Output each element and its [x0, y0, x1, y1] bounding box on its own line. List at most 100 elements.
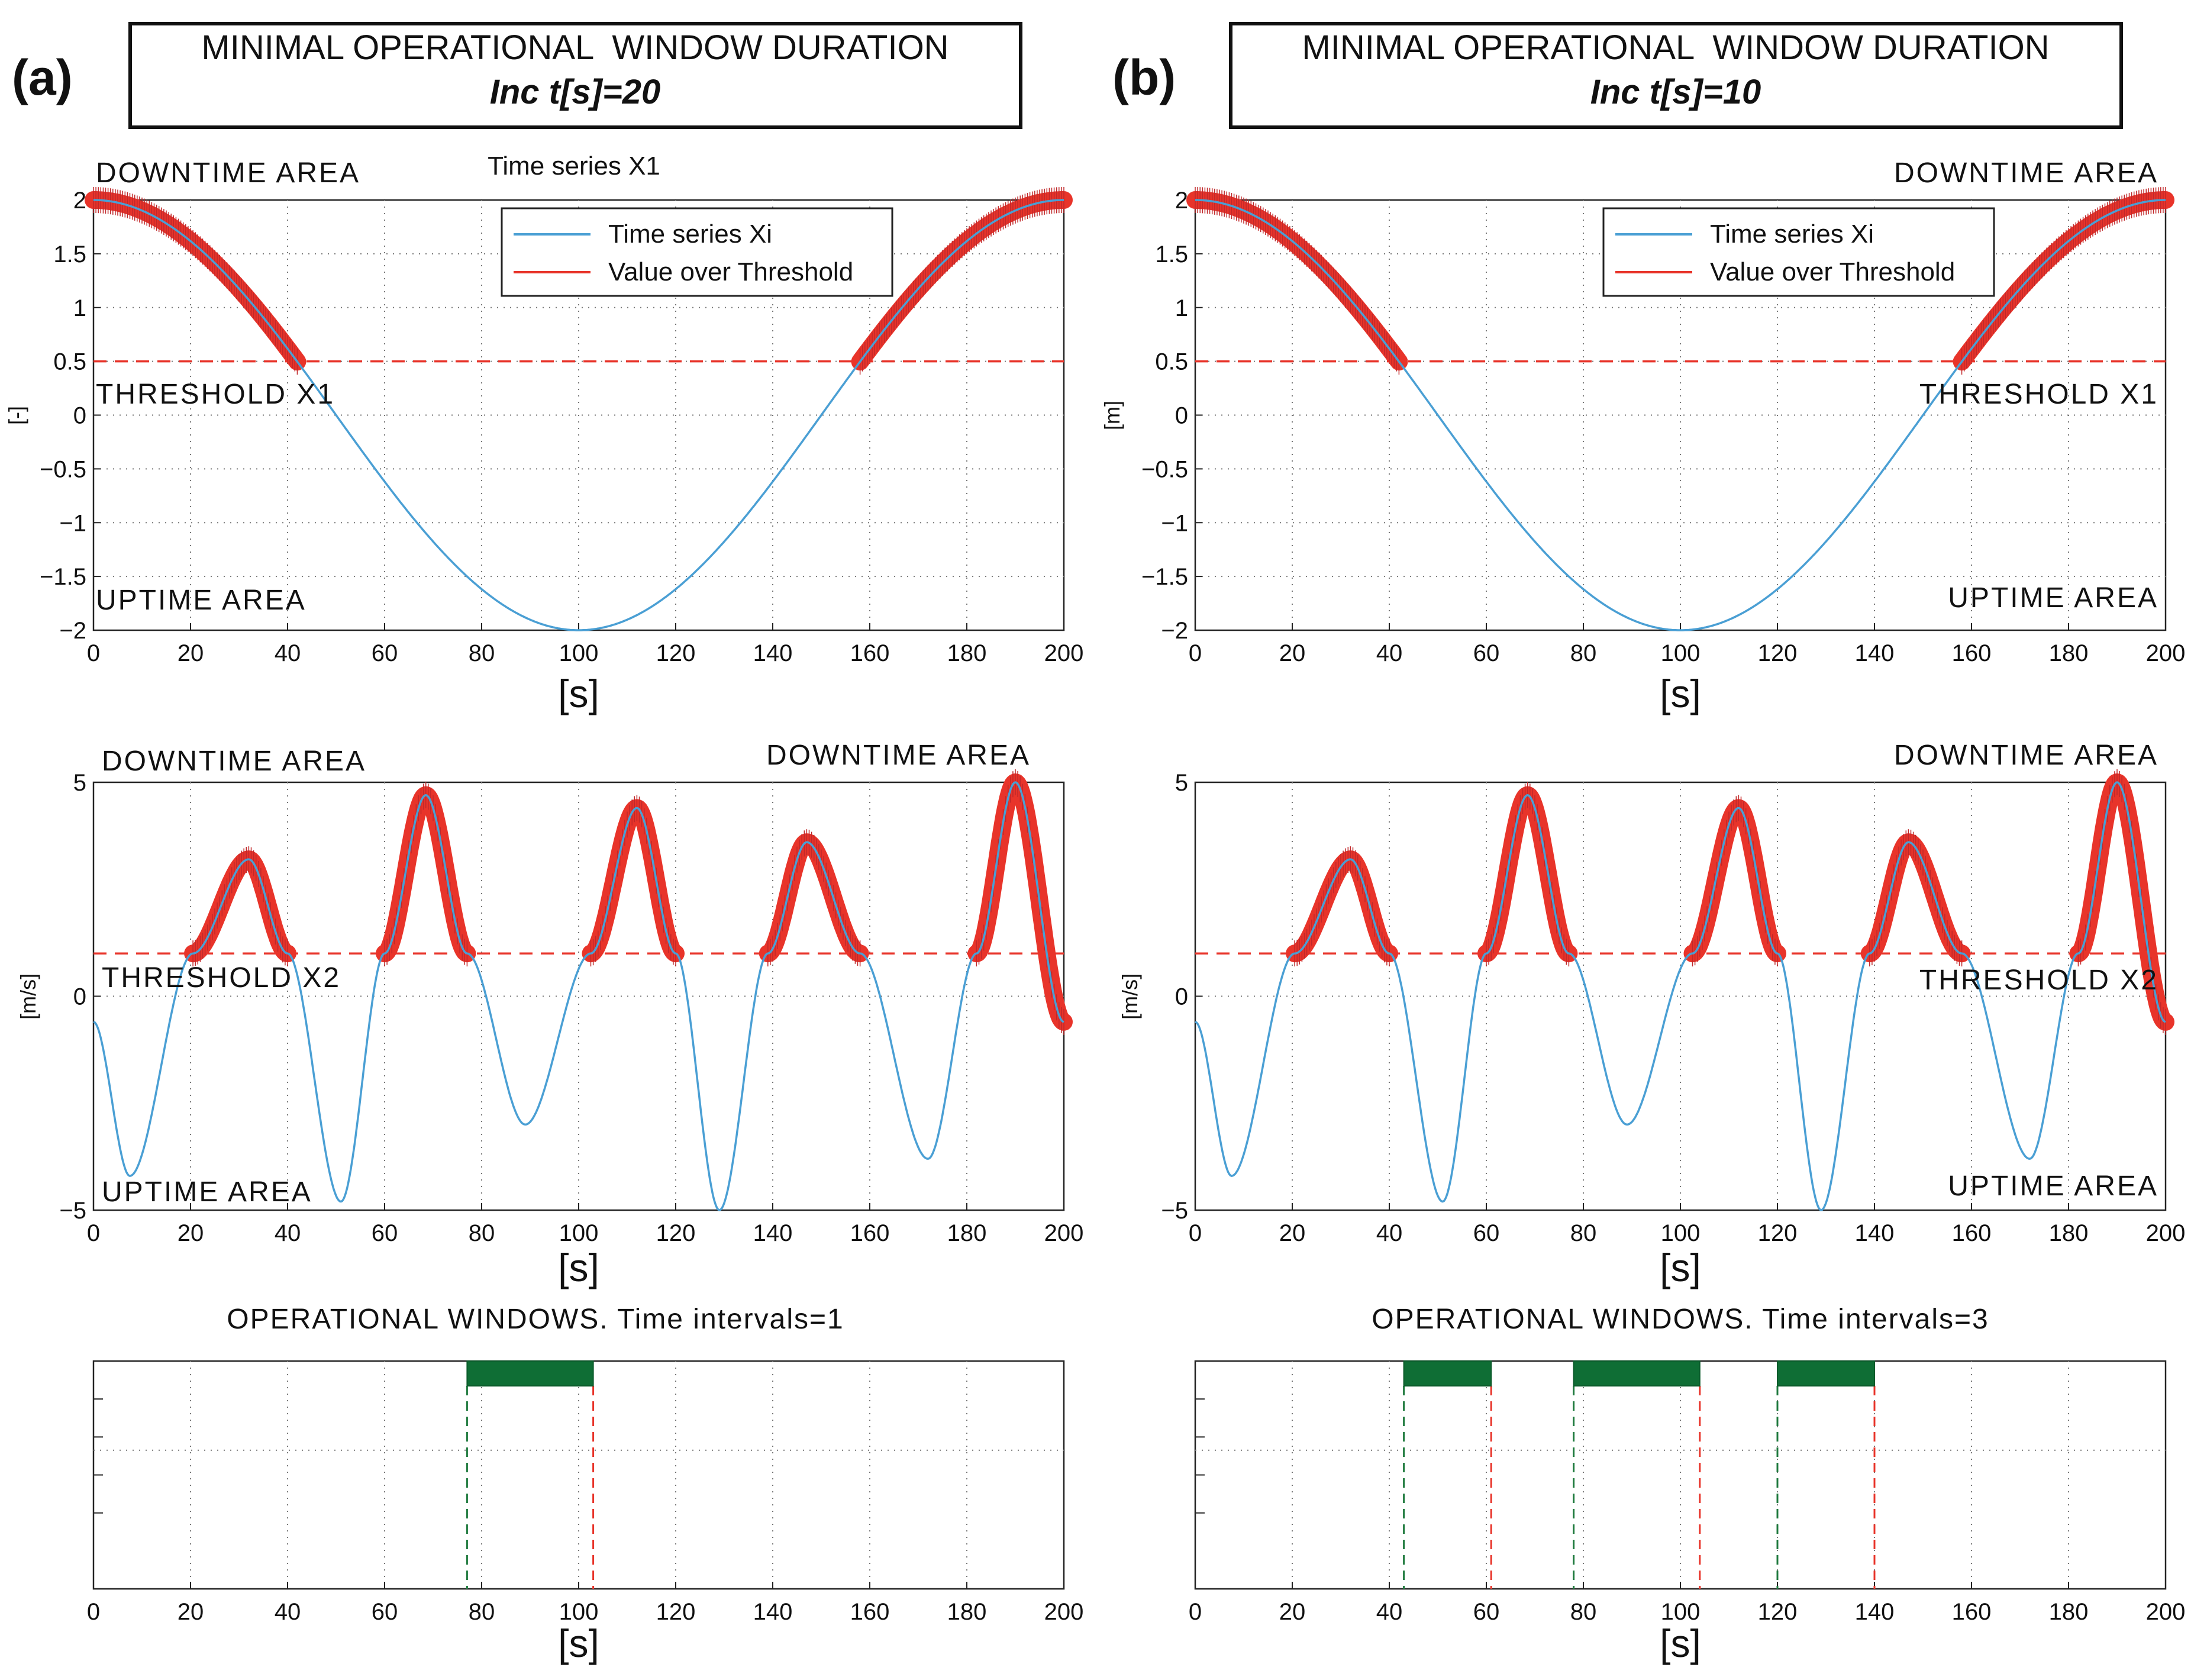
chart-b-windows-xtick-label: 120	[1758, 1599, 1798, 1625]
chart-b-x1-ytick-label: 1	[1175, 295, 1188, 321]
header-title-a: MINIMAL OPERATIONAL WINDOW DURATION	[201, 28, 948, 67]
chart-b-windows-xlabel: [s]	[1660, 1621, 1701, 1665]
chart-b-x2-xtick-label: 40	[1376, 1220, 1403, 1246]
chart-b-x1-downtime-label: DOWNTIME AREA	[1894, 157, 2158, 189]
chart-a-x2-xtick-label: 20	[178, 1220, 204, 1246]
chart-b-x2: [m/s] [s] 0 20 40 60 80 100 120 140 160 180 20050−…	[1118, 769, 2185, 1289]
chart-b-windows-xtick-label: 200	[2146, 1599, 2186, 1625]
chart-b-windows-frame	[1194, 1360, 2167, 1590]
chart-a-x2-downtime-label-1: DOWNTIME AREA	[102, 746, 366, 777]
chart-a-x1-xtick-label: 60	[372, 640, 398, 666]
chart-b-x2-xtick-label: 80	[1570, 1220, 1597, 1246]
chart-b-x1-ytick-label: −1.5	[1141, 564, 1188, 590]
chart-b-x2-downtime-label: DOWNTIME AREA	[1894, 740, 2158, 771]
chart-a-x2-threshold-label: THRESHOLD X2	[102, 962, 341, 994]
chart-a-x1-threshold-label: THRESHOLD X1	[96, 379, 335, 410]
chart-b-x1-xtick-label: 180	[2049, 640, 2089, 666]
chart-a-windows-xlabel: [s]	[558, 1621, 599, 1665]
chart-a-windows-xtick-label: 20	[178, 1599, 204, 1625]
chart-b-x1-ytick-label: −2	[1161, 618, 1188, 644]
chart-a-x1-ytick-label: −1.5	[40, 564, 86, 590]
chart-a-windows-window-bar	[466, 1360, 594, 1386]
chart-a-x2-xtick-label: 100	[559, 1220, 599, 1246]
chart-a-x1-ytick-label: −0.5	[40, 456, 86, 482]
chart-b-x2-uptime-label: UPTIME AREA	[1948, 1170, 2158, 1202]
chart-a-x2-xtick-label: 120	[656, 1220, 696, 1246]
chart-a-x1-ytick-label: 1	[73, 295, 86, 321]
chart-a-x1-xtick-label: 80	[469, 640, 495, 666]
chart-b-x1-xtick-label: 120	[1758, 640, 1798, 666]
chart-b-x1-legend-series-label: Time series Xi	[1710, 220, 1874, 249]
chart-a-x1-uptime-label: UPTIME AREA	[96, 585, 306, 616]
header-subtitle-b: Inc t[s]=10	[1590, 73, 1761, 111]
chart-a-x1-ytick-label: 0.5	[53, 349, 86, 375]
chart-b-x2-xtick-label: 20	[1279, 1220, 1306, 1246]
chart-b-x2-xtick-label: 160	[1952, 1220, 1992, 1246]
chart-b-x2-ytick-label: 0	[1175, 984, 1188, 1010]
chart-b-x2-xtick-label: 100	[1661, 1220, 1701, 1246]
chart-a-x2-ytick-label: −5	[59, 1198, 86, 1224]
chart-b-x1-xtick-label: 140	[1855, 640, 1895, 666]
chart-b-x1: [m] [s] 0 20 40 60 80 100 120 140 160 180 200 2 1.5 1…	[1100, 187, 2185, 715]
chart-a-x2-xtick-label: 40	[275, 1220, 301, 1246]
chart-b-windows-window-bar	[1573, 1360, 1701, 1386]
chart-a-x1-xtick-label: 40	[275, 640, 301, 666]
chart-a-x2-xtick-label: 160	[850, 1220, 890, 1246]
chart-a-windows-xtick-label: 100	[559, 1599, 599, 1625]
chart-a-windows-xtick-label: 160	[850, 1599, 890, 1625]
chart-b-windows-xtick-label: 100	[1661, 1599, 1701, 1625]
chart-b-x1-ytick-label: 1.5	[1155, 241, 1188, 267]
chart-b-x2-threshold-label: THRESHOLD X2	[1919, 965, 2158, 996]
chart-b-x1-ytick-label: 0	[1175, 403, 1188, 429]
header-title-b: MINIMAL OPERATIONAL WINDOW DURATION	[1302, 28, 2049, 67]
chart-b-x2-ytick-label: −5	[1161, 1198, 1188, 1224]
chart-a-x2: [m/s] [s] 0 20 40 60 80 100 120 140 160 180 20050−…	[16, 769, 1083, 1289]
chart-a-x1-xtick-label: 140	[753, 640, 793, 666]
chart-b-windows: OPERATIONAL WINDOWS. Time intervals=3 [s…	[1189, 1304, 2186, 1665]
chart-b-x2-over-threshold	[1683, 799, 1786, 963]
chart-b-x1-threshold-label: THRESHOLD X1	[1919, 379, 2158, 410]
chart-b-x2-xtick-label: 120	[1758, 1220, 1798, 1246]
chart-b-windows-window-bar	[1403, 1360, 1492, 1386]
chart-a-x2-xtick-label: 200	[1044, 1220, 1084, 1246]
chart-a-x1-xtick-label: 200	[1044, 640, 1084, 666]
chart-a-windows-xtick-label: 120	[656, 1599, 696, 1625]
chart-a-windows-xtick-label: 40	[275, 1599, 301, 1625]
chart-a-x1-xtick-label: 20	[178, 640, 204, 666]
chart-b-x1-xtick-label: 160	[1952, 640, 1992, 666]
chart-a-x2-xtick-label: 140	[753, 1220, 793, 1246]
chart-a-x2-xlabel: [s]	[558, 1246, 599, 1289]
chart-b-windows-xtick-label: 20	[1279, 1599, 1306, 1625]
chart-b-windows-window-bar	[1777, 1360, 1875, 1386]
header-subtitle-a: Inc t[s]=20	[490, 73, 661, 111]
chart-a-windows-xtick-label: 140	[753, 1599, 793, 1625]
chart-b-x2-ylabel: [m/s]	[1118, 973, 1142, 1020]
chart-a-x1-series-line	[93, 199, 1064, 631]
chart-a-x1-xtick-label: 0	[87, 640, 100, 666]
chart-b-x1-ytick-label: −1	[1161, 510, 1188, 536]
chart-a-x1-xlabel: [s]	[558, 672, 599, 715]
chart-b-x2-xtick-label: 60	[1473, 1220, 1500, 1246]
chart-a-x2-downtime-label-2: DOWNTIME AREA	[766, 740, 1031, 771]
chart-b-x2-xlabel: [s]	[1660, 1246, 1701, 1289]
chart-b-x2-xtick-label: 0	[1189, 1220, 1202, 1246]
chart-a-x1-ytick-label: −2	[59, 618, 86, 644]
chart-b-x1-uptime-label: UPTIME AREA	[1948, 582, 2158, 614]
chart-a-x1-ytick-label: 1.5	[53, 241, 86, 267]
chart-b-windows-xtick-label: 40	[1376, 1599, 1403, 1625]
chart-a-x2-ytick-label: 5	[73, 770, 86, 796]
chart-b-x1-xtick-label: 20	[1279, 640, 1306, 666]
chart-a-x2-ylabel: [m/s]	[16, 973, 40, 1020]
chart-a-x1-over-threshold	[85, 191, 306, 371]
chart-a-windows-xtick-label: 0	[87, 1599, 100, 1625]
chart-a-x1-ytick-label: −1	[59, 510, 86, 536]
chart-b-x1-xlabel: [s]	[1660, 672, 1701, 715]
chart-b-x1-xtick-label: 100	[1661, 640, 1701, 666]
chart-a-x1-title: Time series X1	[488, 151, 660, 180]
chart-a-x1-ytick-label: 2	[73, 188, 86, 214]
header-box-b	[1229, 22, 2123, 129]
chart-a-x1-ytick-label: 0	[73, 403, 86, 429]
chart-a-x2-xtick-label: 60	[372, 1220, 398, 1246]
chart-b-x1-xtick-label: 60	[1473, 640, 1500, 666]
